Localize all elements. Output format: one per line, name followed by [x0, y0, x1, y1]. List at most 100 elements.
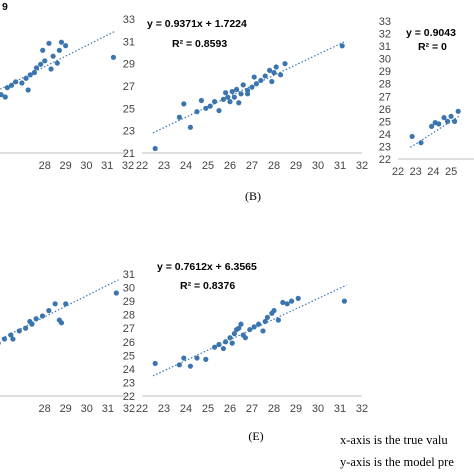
panel-e-data-point	[236, 325, 242, 331]
panel-e-x-tick-label: 29	[290, 403, 302, 415]
panel-b-y-tick-label: 31	[123, 36, 135, 48]
panel-e-data-point	[216, 341, 222, 348]
panel-a-trendline	[0, 30, 116, 90]
panel-e-plot: 22 23 24 25 26 27 28 29 30 31 32222324252627282930…	[123, 269, 368, 415]
panel-b-x-tick-label: 28	[268, 160, 280, 172]
panel-e-x-tick-label: 25	[202, 403, 214, 415]
panel-b-data-point	[236, 100, 242, 106]
panel-a: 9 28 29 30 31 32	[0, 1, 134, 172]
panel-b-y-tick-label: 21	[123, 148, 135, 160]
panel-c-data-point	[418, 140, 424, 146]
panel-b-x-tick-label: 23	[158, 160, 170, 172]
panel-a-data-point	[8, 82, 15, 88]
panel-e-data-point	[284, 301, 290, 307]
panel-b-x-tick-label: 22	[136, 160, 148, 172]
panel-e-data-point	[231, 331, 237, 337]
panel-b-data-point	[282, 61, 288, 67]
panel-e-y-tick-label: 22	[123, 391, 135, 403]
panel-d-data-point	[10, 336, 16, 342]
panel-e-x-tick-label: 31	[334, 403, 346, 415]
panel-b-data-point	[194, 109, 200, 115]
panel-b-data-point	[251, 74, 257, 80]
panel-e-data-point	[264, 314, 270, 320]
panel-b: y = 0.9371x + 1.7224 R² = 0.8593 22 23 24 2…	[123, 14, 368, 203]
panel-b-x-tick-label: 24	[180, 160, 192, 172]
panel-b-x-tick-label: 27	[246, 160, 258, 172]
panel-e-x-tick-label: 32	[356, 403, 368, 415]
panel-a-data-point	[31, 69, 37, 76]
panel-c-x-tick-label: 25	[445, 166, 457, 178]
panel-e-y-tick-label: 23	[123, 377, 135, 389]
panel-b-data-point	[231, 94, 237, 100]
panel-b-data-point	[339, 43, 345, 49]
panel-e-data-point	[262, 318, 268, 325]
panel-a-data-point	[38, 61, 44, 67]
panel-e-y-tick-label: 29	[123, 296, 135, 308]
note-x-axis: x-axis is the true valu	[340, 433, 448, 447]
panel-e-y-tick-label: 31	[123, 269, 135, 281]
panel-d-data-point	[46, 308, 52, 314]
panel-a-data-point	[48, 66, 54, 72]
panel-d-data-point	[113, 290, 119, 296]
panel-a-x-tick-label: 30	[80, 160, 92, 172]
panel-e-data-point	[275, 317, 281, 323]
panel-c-trendline	[410, 115, 461, 148]
panel-b-data-point	[223, 90, 229, 96]
panel-a-data-point	[19, 80, 25, 86]
panel-e-x-tick-label: 30	[312, 403, 324, 415]
panel-b-data-point	[269, 78, 275, 85]
panel-e-equation: y = 0.7612x + 6.3565	[157, 261, 257, 273]
panel-a-data-point	[23, 75, 29, 81]
panel-b-data-point	[176, 114, 182, 120]
panel-e-y-tick-label: 30	[123, 283, 135, 295]
panel-e-data-point	[212, 344, 218, 350]
panel-e-data-point	[242, 335, 248, 341]
panel-e-data-point	[256, 321, 262, 327]
panel-e-x-tick-label: 24	[180, 403, 192, 415]
panel-b-x-tick-label: 26	[224, 160, 236, 172]
panel-d-data-point	[1, 336, 8, 342]
panel-c-x-tick-label: 23	[410, 166, 422, 178]
panel-c-x-tick-label: 24	[427, 166, 439, 178]
panel-e-x-tick-label: 26	[224, 403, 236, 415]
panel-e-data-point	[289, 298, 295, 304]
panel-e: y = 0.7612x + 6.3565 R² = 0.8376 22 23 24 2…	[123, 261, 368, 443]
panel-e-y-tick-label: 25	[123, 350, 135, 362]
panel-e-data-point	[176, 362, 182, 368]
panel-b-data-point	[245, 91, 251, 97]
panel-b-data-point	[273, 64, 279, 70]
panel-a-x-tick-label: 29	[59, 160, 71, 172]
panel-a-data-point	[63, 43, 69, 49]
panel-c-y-tick-label: 28	[379, 79, 391, 91]
panel-e-trendline	[152, 284, 347, 377]
panel-c-y-tick-label: 26	[379, 104, 391, 116]
panel-c-y-tick-label: 27	[379, 91, 391, 103]
panel-c-data-point	[436, 121, 442, 127]
panel-b-data-point	[253, 81, 259, 87]
panel-e-data-point	[280, 299, 286, 306]
panel-c-y-tick-label: 23	[379, 141, 391, 153]
panel-b-data-point	[181, 101, 187, 107]
panel-b-data-point	[187, 124, 193, 130]
panel-b-data-point	[278, 72, 284, 78]
panel-e-data-point	[229, 340, 235, 346]
panel-d-x-tick-label: 28	[38, 403, 50, 415]
panel-a-data-point	[46, 40, 52, 46]
panel-e-y-tick-label: 24	[123, 364, 135, 376]
panel-b-r2: R² = 0.8593	[172, 38, 227, 50]
panel-b-data-point	[227, 99, 233, 105]
panel-e-x-tick-label: 22	[136, 403, 148, 415]
panel-b-data-point	[258, 77, 264, 84]
panel-d-trendline	[0, 279, 119, 340]
panel-d-data-point	[29, 321, 35, 327]
panel-e-data-point	[227, 335, 233, 341]
panel-d-x-tick-label: 29	[60, 403, 72, 415]
panel-e-data-point	[187, 363, 193, 369]
panel-a-data-point	[40, 47, 46, 53]
panel-e-data-point	[260, 328, 266, 334]
panel-b-x-tick-label: 29	[290, 160, 302, 172]
panel-a-data-point	[42, 58, 48, 64]
panel-c-data-point	[448, 113, 454, 119]
